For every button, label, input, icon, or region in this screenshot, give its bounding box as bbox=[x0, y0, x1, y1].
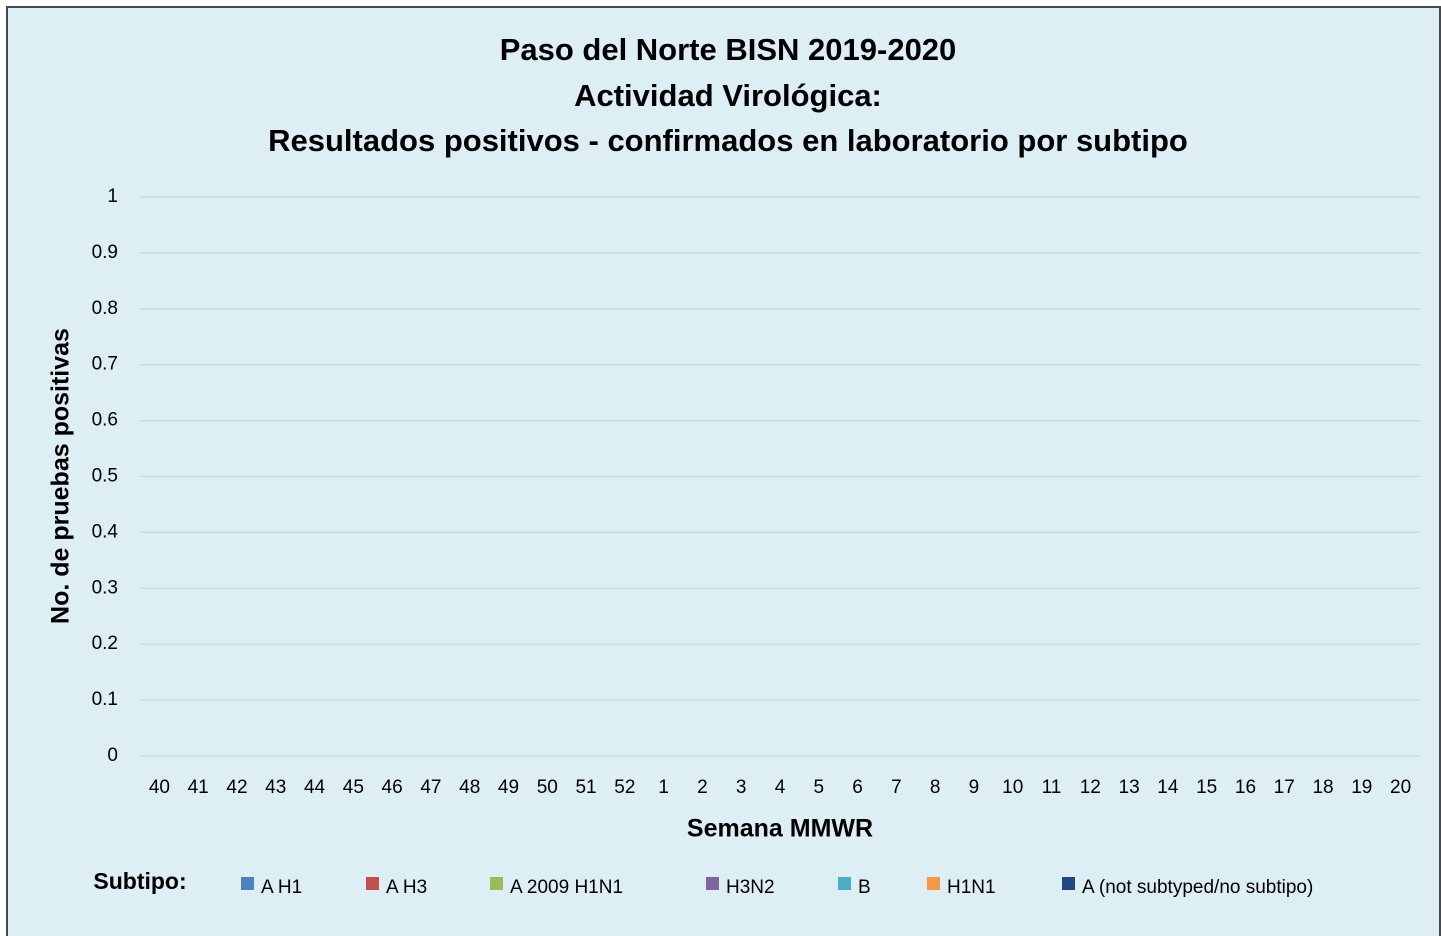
x-tick-label: 10 bbox=[1002, 777, 1023, 798]
legend-label: A 2009 H1N1 bbox=[510, 877, 623, 898]
x-tick-label: 8 bbox=[930, 777, 941, 798]
x-tick-label: 40 bbox=[149, 777, 170, 798]
x-tick-label: 16 bbox=[1235, 777, 1256, 798]
legend-swatch bbox=[490, 877, 503, 890]
x-tick-label: 12 bbox=[1080, 777, 1101, 798]
legend-label: A (not subtyped/no subtipo) bbox=[1082, 877, 1313, 898]
x-tick-label: 46 bbox=[382, 777, 403, 798]
x-tick-label: 3 bbox=[736, 777, 747, 798]
legend-swatch bbox=[838, 877, 851, 890]
legend-swatch bbox=[706, 877, 719, 890]
x-tick-label: 41 bbox=[188, 777, 209, 798]
x-tick-label: 43 bbox=[265, 777, 286, 798]
x-tick-label: 20 bbox=[1390, 777, 1411, 798]
x-tick-label: 44 bbox=[304, 777, 326, 798]
x-tick-label: 18 bbox=[1312, 777, 1333, 798]
legend-label: B bbox=[858, 877, 871, 898]
x-tick-label: 14 bbox=[1157, 777, 1179, 798]
x-tick-label: 15 bbox=[1196, 777, 1217, 798]
y-tick-label: 0.6 bbox=[92, 410, 118, 431]
y-tick-label: 0.9 bbox=[92, 242, 118, 263]
y-tick-label: 0.2 bbox=[92, 633, 118, 654]
chart-background bbox=[6, 6, 1441, 936]
y-tick-label: 1 bbox=[107, 186, 118, 207]
x-tick-label: 6 bbox=[852, 777, 863, 798]
legend-swatch bbox=[366, 877, 379, 890]
legend-title: Subtipo: bbox=[93, 868, 186, 894]
legend-label: A H1 bbox=[261, 877, 302, 898]
x-tick-label: 1 bbox=[658, 777, 669, 798]
x-tick-label: 17 bbox=[1274, 777, 1295, 798]
x-tick-label: 9 bbox=[969, 777, 980, 798]
legend-swatch bbox=[241, 877, 254, 890]
y-tick-label: 0.3 bbox=[92, 577, 118, 598]
x-tick-label: 5 bbox=[813, 777, 824, 798]
x-tick-label: 13 bbox=[1119, 777, 1140, 798]
y-axis-title: No. de pruebas positivas bbox=[47, 328, 75, 624]
chart-title: Actividad Virológica: bbox=[574, 78, 882, 113]
y-tick-label: 0 bbox=[107, 745, 118, 766]
x-tick-label: 4 bbox=[775, 777, 786, 798]
legend-label: A H3 bbox=[386, 877, 427, 898]
chart-title: Paso del Norte BISN 2019-2020 bbox=[500, 32, 957, 67]
legend-label: H3N2 bbox=[726, 877, 775, 898]
x-tick-label: 49 bbox=[498, 777, 519, 798]
y-tick-label: 0.8 bbox=[92, 298, 118, 319]
x-tick-label: 19 bbox=[1351, 777, 1372, 798]
y-tick-label: 0.4 bbox=[92, 521, 119, 542]
x-tick-label: 50 bbox=[537, 777, 558, 798]
x-tick-label: 48 bbox=[459, 777, 480, 798]
y-tick-label: 0.1 bbox=[92, 689, 118, 710]
legend-swatch bbox=[927, 877, 940, 890]
chart-title: Resultados positivos - confirmados en la… bbox=[268, 123, 1188, 158]
x-tick-label: 7 bbox=[891, 777, 902, 798]
y-tick-label: 0.5 bbox=[92, 466, 118, 487]
legend-label: H1N1 bbox=[947, 877, 996, 898]
x-tick-label: 42 bbox=[226, 777, 247, 798]
x-tick-label: 2 bbox=[697, 777, 708, 798]
y-tick-label: 0.7 bbox=[92, 354, 118, 375]
x-tick-label: 51 bbox=[575, 777, 596, 798]
x-tick-label: 52 bbox=[614, 777, 635, 798]
x-tick-label: 45 bbox=[343, 777, 364, 798]
legend-swatch bbox=[1062, 877, 1075, 890]
x-axis-title: Semana MMWR bbox=[687, 815, 873, 843]
x-tick-label: 47 bbox=[420, 777, 441, 798]
x-tick-label: 11 bbox=[1042, 777, 1062, 798]
